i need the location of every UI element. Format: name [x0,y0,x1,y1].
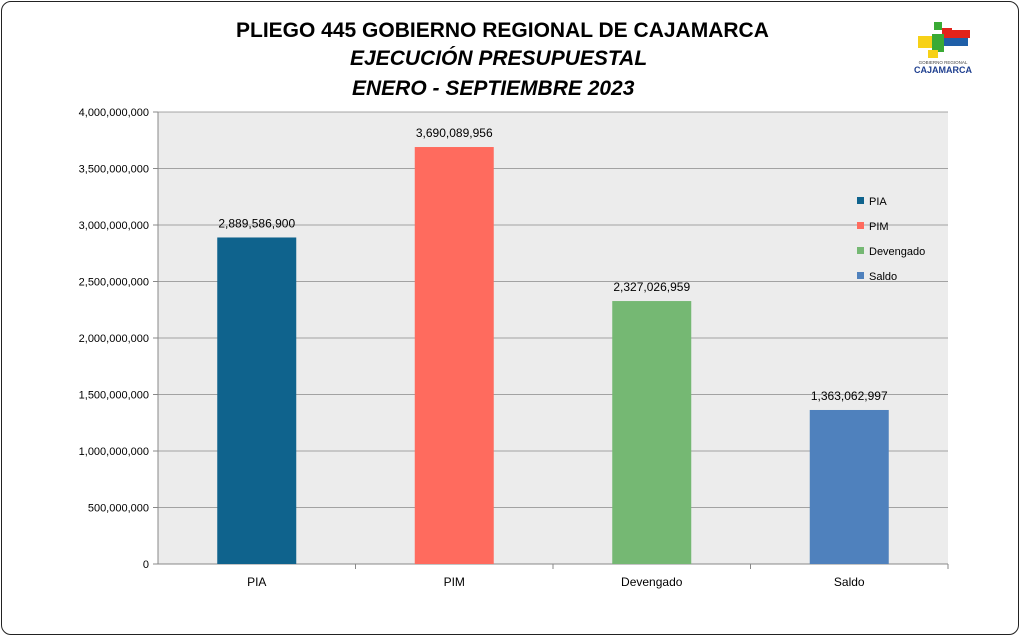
legend-swatch [857,222,864,229]
legend-swatch [857,197,864,204]
bar-value-label: 3,690,089,956 [416,126,493,140]
chart-period: ENERO - SEPTIEMBRE 2023 [352,77,635,100]
legend-label: PIM [869,221,889,233]
x-tick-label: Devengado [621,575,683,589]
x-tick-label: PIM [444,575,465,589]
y-axis-tick-labels: 0 500,000,000 1,000,000,000 1,500,000,000 2,… [79,107,158,571]
gobierno-regional-logo: GOBIERNO REGIONAL CAJAMARCA [898,14,988,78]
bar-value-label: 1,363,062,997 [811,389,888,403]
y-tick-label: 3,500,000,000 [79,164,149,176]
bar-value-label: 2,327,026,959 [613,280,690,294]
x-tick-label: Saldo [834,575,865,589]
legend-label: Saldo [869,271,897,283]
logo-small-text: GOBIERNO REGIONAL [919,60,968,65]
y-tick-label: 1,000,000,000 [79,446,149,458]
bar-saldo [809,409,889,564]
legend-label: Devengado [869,246,925,258]
legend-swatch [857,247,864,254]
y-tick-label: 0 [143,559,149,571]
bar-pia [217,237,297,564]
legend: PIA PIM Devengado Saldo [857,196,925,283]
y-tick-label: 2,000,000,000 [79,333,149,345]
legend-swatch [857,272,864,279]
y-tick-label: 4,000,000,000 [79,107,149,119]
y-tick-label: 2,500,000,000 [79,277,149,289]
logo-name: CAJAMARCA [914,65,972,75]
y-tick-label: 1,500,000,000 [79,390,149,402]
y-tick-label: 500,000,000 [88,503,149,515]
chart-subtitle: EJECUCIÓN PRESUPUESTAL [350,47,648,70]
bar-pim [414,147,494,564]
x-axis-tick-labels: PIA PIM Devengado Saldo [247,564,949,589]
y-tick-label: 3,000,000,000 [79,220,149,232]
bars: 2,889,586,900 3,690,089,956 2,327,026,959 1… [217,126,889,564]
chart-title: PLIEGO 445 GOBIERNO REGIONAL DE CAJAMARC… [236,19,769,42]
x-tick-label: PIA [247,575,266,589]
bar-value-label: 2,889,586,900 [218,216,295,230]
bar-devengado [612,301,692,564]
legend-label: PIA [869,196,887,208]
